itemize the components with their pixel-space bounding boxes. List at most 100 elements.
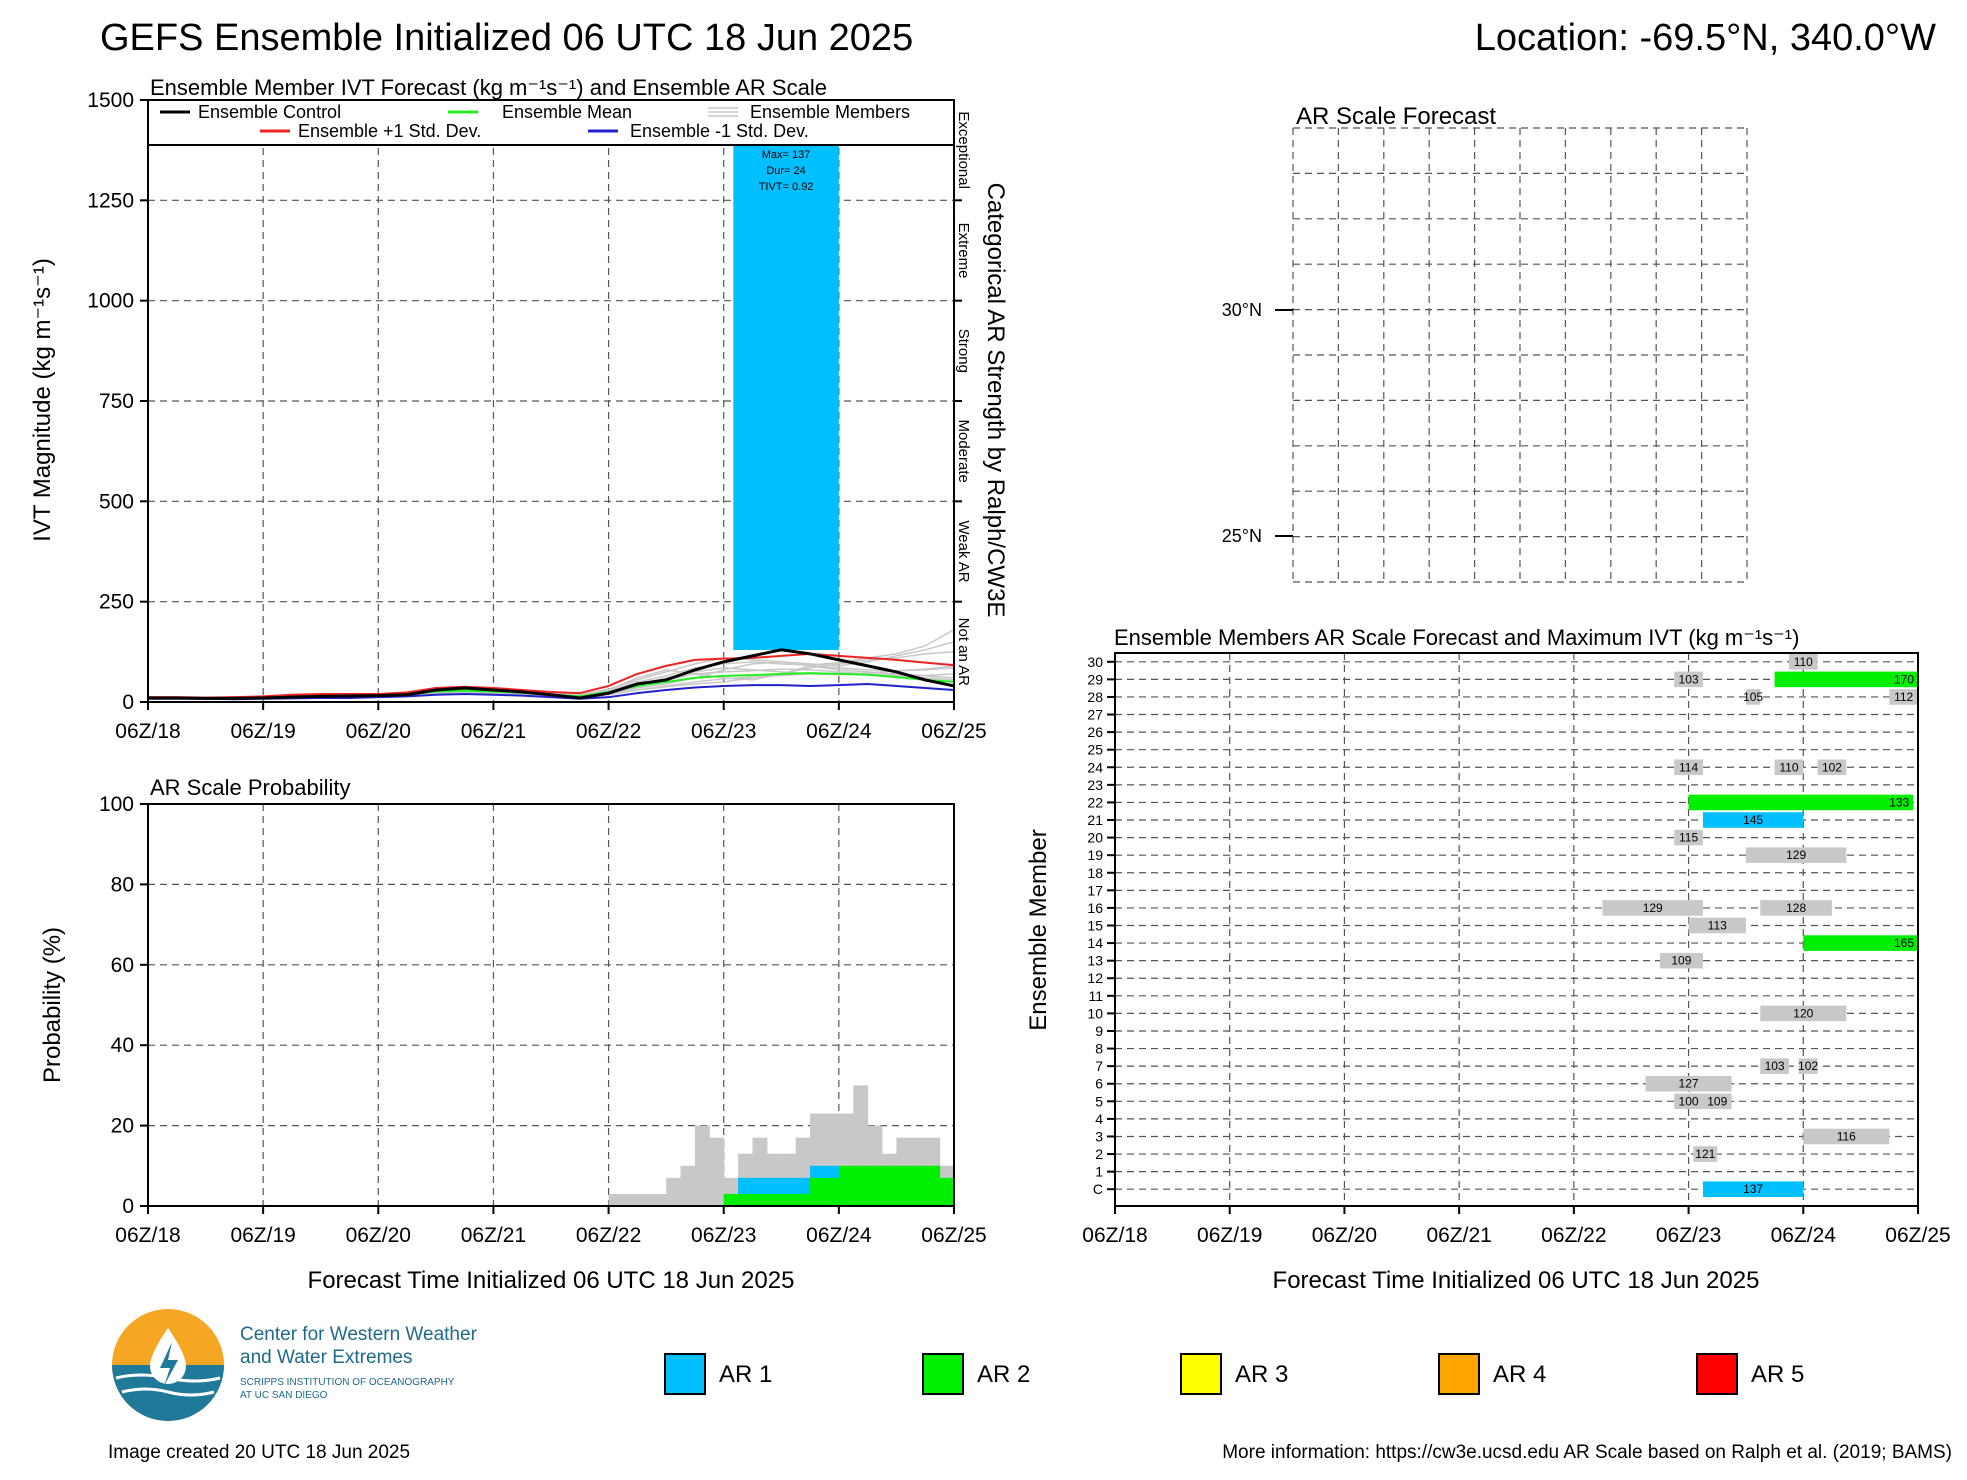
prob-y-tick-label: 80 [111,873,134,896]
members-x-tick-label: 06Z/25 [1885,1224,1950,1247]
ivt-y-tick-label: 250 [99,591,134,614]
prob-bar [824,1177,840,1206]
members-y-tick-label: 28 [1087,689,1103,705]
ivt-category-label: Not an AR [955,618,972,687]
member-ar-block [1774,759,1804,776]
ar-legend-swatch [1180,1353,1222,1395]
prob-bar [853,1165,869,1206]
prob-bar [781,1193,797,1206]
prob-bar [795,1193,811,1206]
logo-bolt-icon [160,1342,178,1386]
ivt-y-tick-label: 1250 [87,189,134,212]
member-max-ivt: 127 [1679,1077,1699,1091]
members-frame [1114,652,1919,1207]
figure-title: GEFS Ensemble Initialized 06 UTC 18 Jun … [100,17,913,59]
prob-bar [766,1193,782,1206]
prob-frame [147,803,955,1207]
prob-y-label: Probability (%) [39,927,66,1083]
member-ar-block [1745,689,1761,705]
members-y-tick-label: 8 [1095,1041,1103,1057]
member-max-ivt: 103 [1679,672,1699,686]
members-y-tick-label: 25 [1087,742,1103,758]
member-ar-block [1674,1093,1703,1110]
prob-y-tick-label: 0 [122,1195,134,1218]
members-y-tick-label: 4 [1095,1111,1103,1127]
legend-control: Ensemble Control [198,102,341,122]
member-max-ivt: 121 [1695,1147,1715,1161]
member-max-ivt: 120 [1793,1006,1813,1020]
prob-x-tick-label: 06Z/18 [115,1224,180,1247]
member-max-ivt: 145 [1743,813,1763,827]
map-panel: AR Scale Forecast 30°N 25°N [1222,103,1748,583]
members-x-tick-label: 06Z/20 [1312,1224,1377,1247]
ivt-x-tick-label: 06Z/22 [576,720,641,743]
ivt-x-tick-label: 06Z/25 [921,720,986,743]
members-x-ticks: 06Z/18 06Z/19 06Z/20 06Z/21 06Z/22 06Z/23 06Z/… [1082,1206,1951,1247]
prob-bar [867,1165,883,1206]
members-y-tick-label: 14 [1087,935,1103,951]
members-x-tick-label: 06Z/22 [1541,1224,1606,1247]
ivt-y-tick-label: 1500 [87,89,134,112]
ar-event-max: Max= 137 [762,149,811,161]
ivt-category-label: Extreme [955,223,972,279]
members-gridlines [1115,653,1918,1206]
prob-x-tick-label: 06Z/22 [576,1224,641,1247]
members-y-tick-label: 18 [1087,865,1103,881]
ivt-line-control [148,648,955,700]
prob-bar [752,1193,768,1206]
cw3e-logo: Center for Western Weather and Water Ext… [112,1309,478,1421]
member-ar-block [1803,1128,1890,1145]
member-ar-block [1702,812,1804,828]
member-max-ivt: 129 [1786,848,1806,862]
members-panel: Ensemble Members AR Scale Forecast and M… [1025,625,1951,1294]
ivt-legend-box [147,99,955,146]
prob-y-ticks: 0 20 40 60 80 100 [99,793,148,1218]
member-max-ivt: 114 [1679,760,1698,774]
member-ar-block [1702,1181,1804,1197]
prob-bar [738,1193,753,1206]
prob-bar [896,1165,912,1206]
prob-bar [838,1165,854,1206]
ivt-y-tick-label: 0 [122,691,134,714]
ar-legend-label: AR 2 [977,1361,1030,1388]
footer-created: Image created 20 UTC 18 Jun 2025 [108,1442,410,1463]
prob-bar [709,1137,725,1206]
prob-gridlines [148,804,954,1206]
member-max-ivt: 113 [1708,919,1727,933]
member-ar-block [1788,654,1818,670]
members-blocks: 137 121 116 100 109 127 103 102 120 109 165 113 129 1… [1602,654,1918,1197]
ar-legend-label: AR 5 [1751,1361,1804,1388]
member-max-ivt: 170 [1894,672,1914,686]
prob-y-tick-label: 40 [111,1034,134,1057]
prob-bar [637,1193,653,1206]
members-y-tick-label: 22 [1087,794,1103,810]
ivt-x-ticks: 06Z/18 06Z/19 06Z/20 06Z/21 06Z/22 06Z/23 06Z/… [115,702,987,743]
member-max-ivt: 102 [1798,1059,1818,1073]
ar-legend-swatch [922,1353,964,1395]
ar-legend-swatch [664,1353,706,1395]
ar-event-duration: Dur= 24 [766,165,805,177]
ivt-category-label: Strong [955,329,972,373]
ar-event-tivt: TIVT= 0.92 [759,181,814,193]
member-max-ivt: 109 [1671,954,1691,968]
ivt-y-tick-label: 500 [99,490,134,513]
logo-line2: and Water Extremes [240,1347,412,1368]
ivt-y-ticks: 0 250 500 750 1000 1250 1500 [87,89,148,714]
members-y-tick-label: 26 [1087,724,1103,740]
members-y-tick-label: 24 [1087,759,1103,775]
prob-x-ticks: 06Z/18 06Z/19 06Z/20 06Z/21 06Z/22 06Z/23 06Z/… [115,1206,987,1247]
member-max-ivt: 116 [1837,1129,1856,1143]
ar-legend-label: AR 1 [719,1361,772,1388]
logo-line4: AT UC SAN DIEGO [240,1390,328,1401]
member-ar-block [1693,1146,1718,1162]
prob-bar [608,1193,624,1206]
ar-legend-swatch [1438,1353,1480,1395]
member-ar-block [1645,1075,1732,1092]
legend-mean: Ensemble Mean [502,102,632,122]
member-max-ivt: 100 [1679,1094,1699,1108]
member-ar-block [1688,917,1746,934]
member-max-ivt: 128 [1786,901,1806,915]
ar-legend-label: AR 3 [1235,1361,1288,1388]
member-ar-block [1798,1058,1818,1074]
probability-panel: AR Scale Probability 0 20 40 60 80 100 06Z/18… [39,775,987,1294]
